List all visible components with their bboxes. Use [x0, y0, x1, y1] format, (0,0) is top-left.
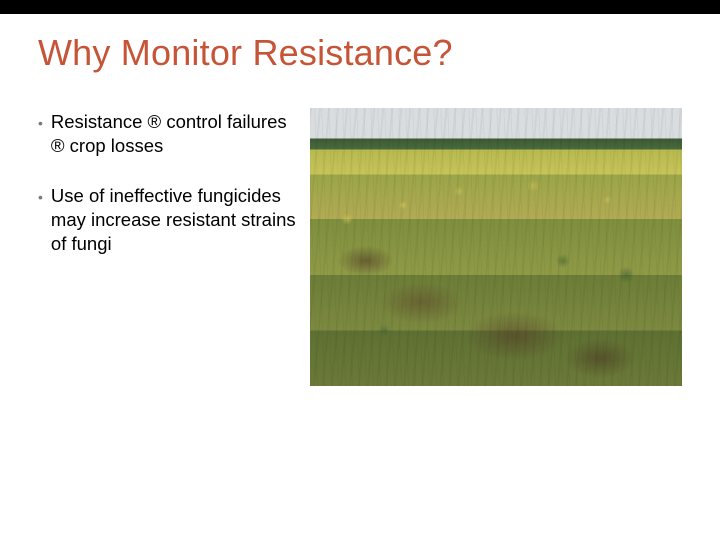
bullet-marker-icon: •	[38, 110, 51, 158]
bullet-item: • Use of ineffective fungicides may incr…	[38, 184, 298, 256]
slide-body: Why Monitor Resistance? • Resistance ® c…	[0, 14, 720, 386]
top-accent-bar	[0, 0, 720, 14]
crop-field-image	[310, 108, 682, 386]
content-row: • Resistance ® control failures ® crop l…	[38, 108, 682, 386]
bullet-marker-icon: •	[38, 184, 51, 256]
bullet-text: Use of ineffective fungicides may increa…	[51, 184, 298, 256]
slide-title: Why Monitor Resistance?	[38, 32, 682, 74]
bullet-text: Resistance ® control failures ® crop los…	[51, 110, 298, 158]
bullet-item: • Resistance ® control failures ® crop l…	[38, 110, 298, 158]
image-column	[310, 108, 682, 386]
text-column: • Resistance ® control failures ® crop l…	[38, 108, 298, 386]
